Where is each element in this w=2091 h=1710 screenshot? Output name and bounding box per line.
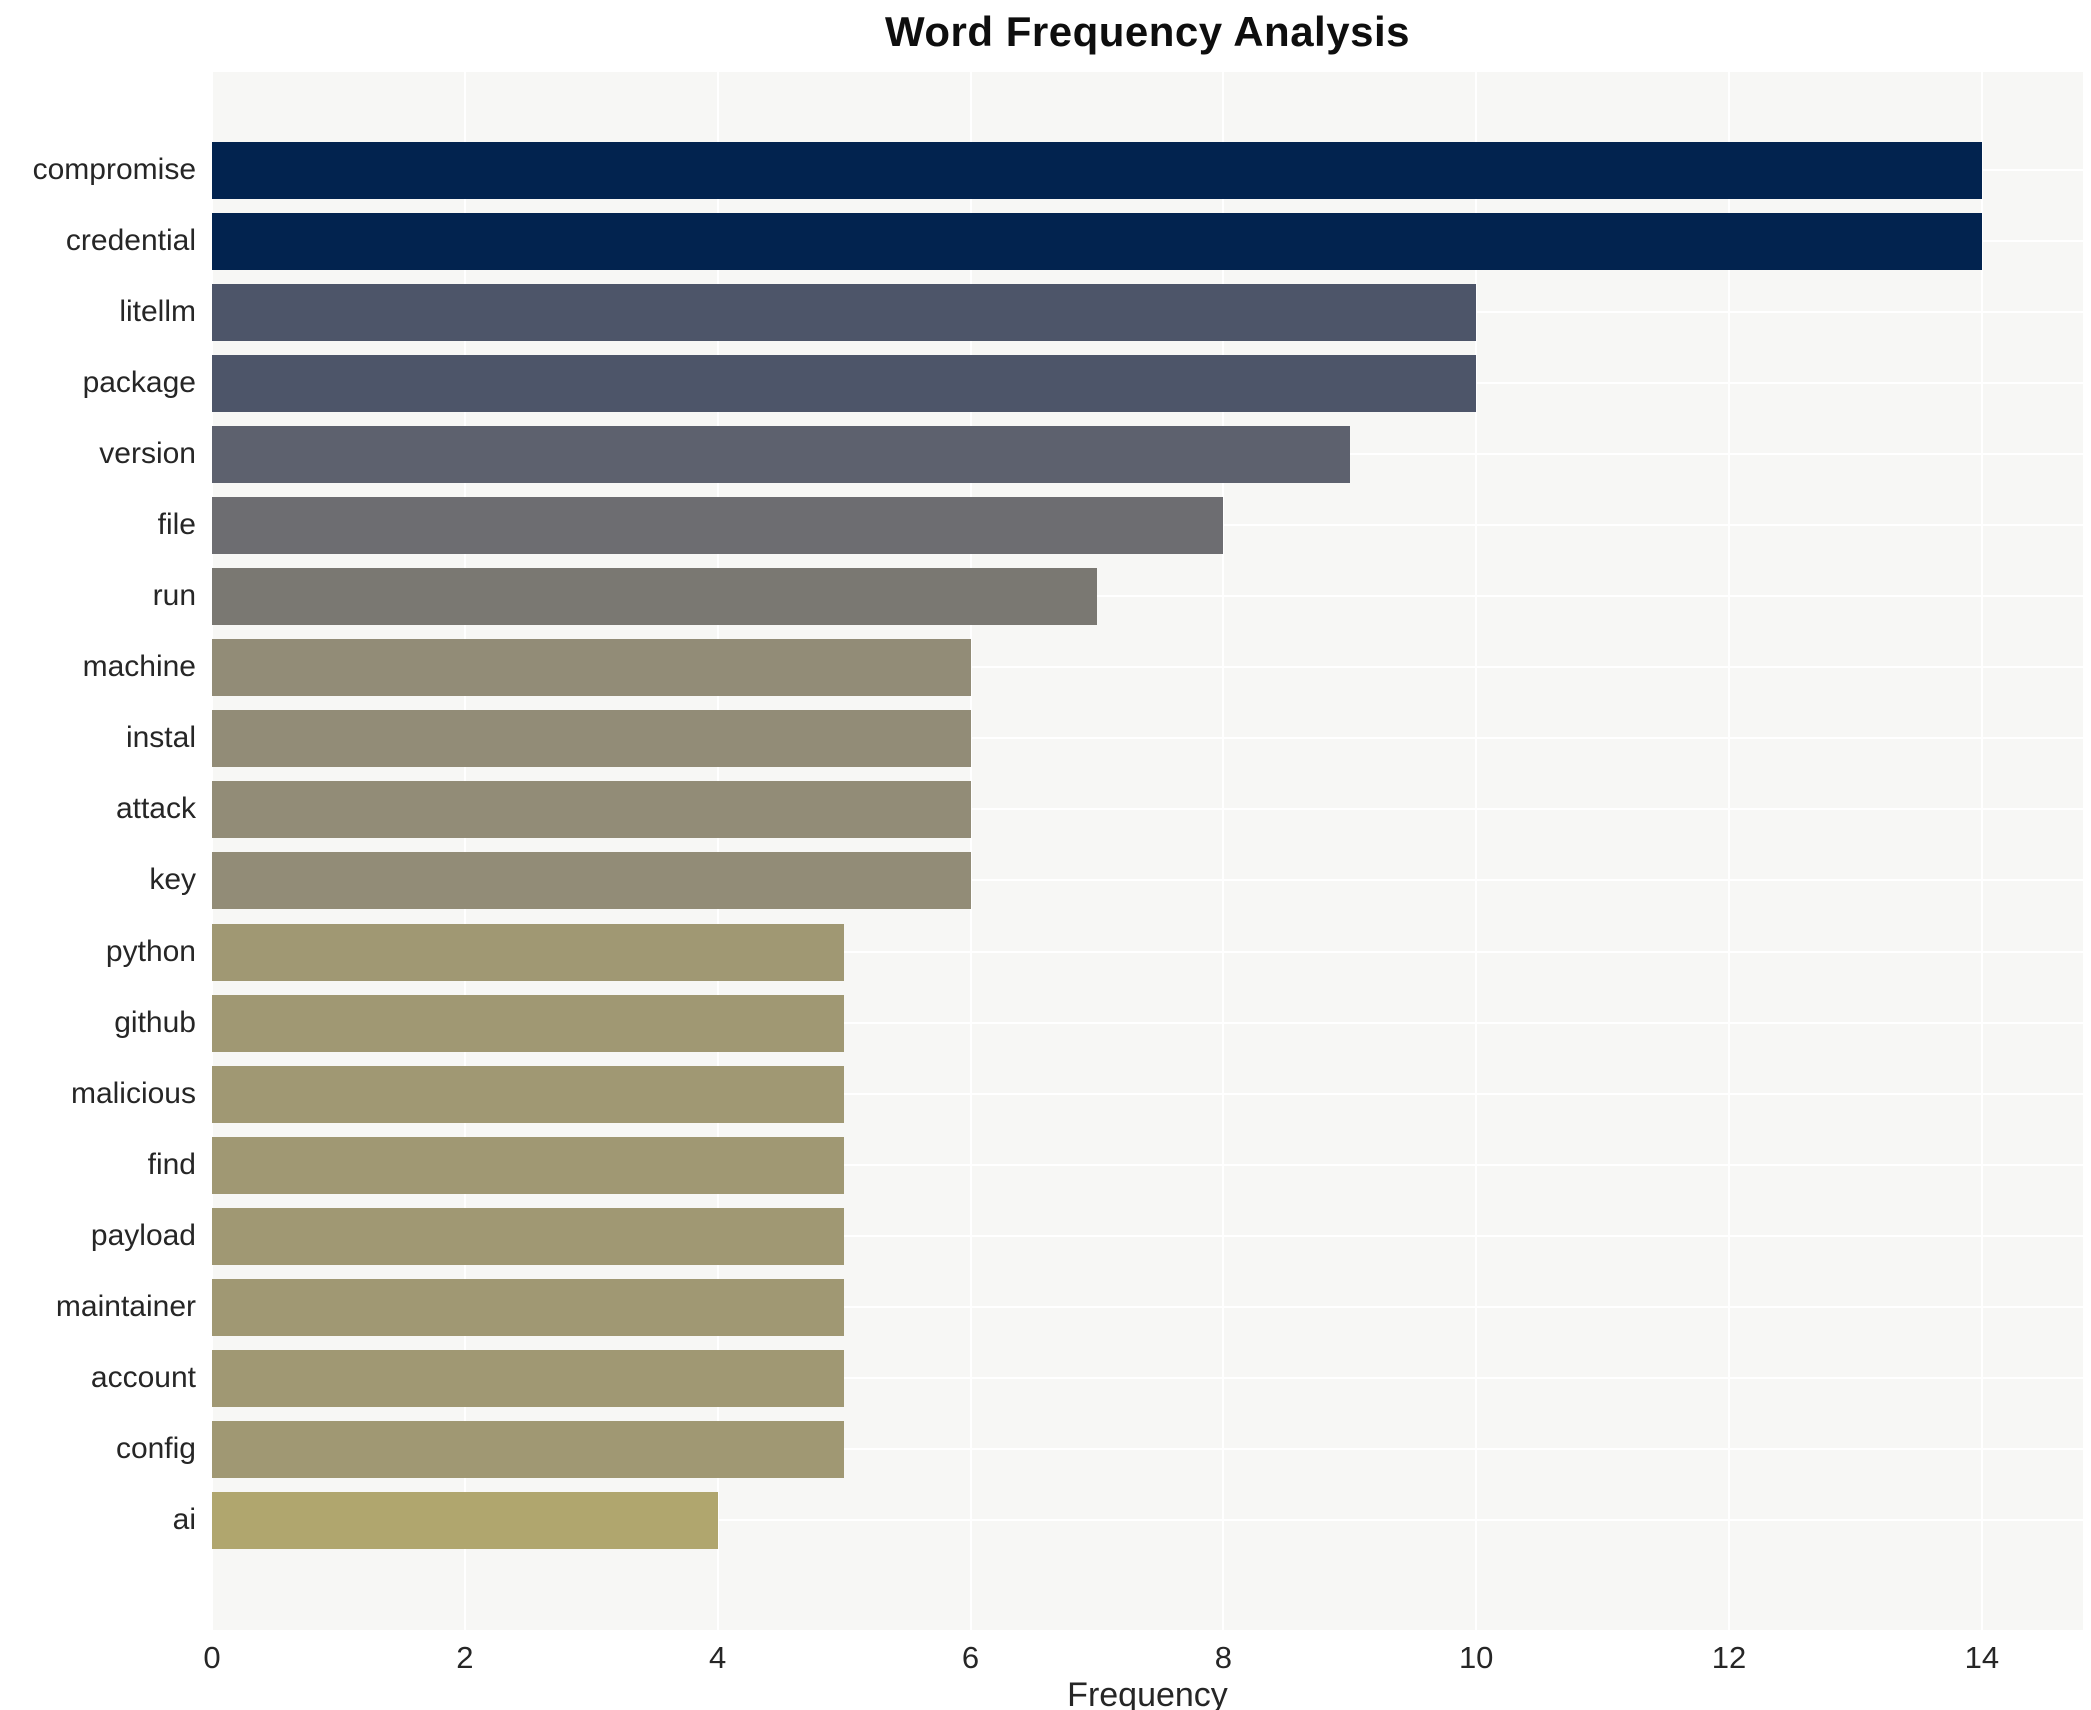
category-label: litellm <box>119 294 196 328</box>
bar-row: credential <box>66 205 2083 276</box>
bar-row: github <box>114 987 2083 1058</box>
gridline-horizontal <box>212 1092 2083 1095</box>
bar <box>212 1279 845 1337</box>
bar <box>212 710 971 768</box>
x-tick-label: 14 <box>1964 1640 2000 1675</box>
gridline-vertical <box>969 72 972 1630</box>
gridline-horizontal <box>212 950 2083 953</box>
gridline-horizontal <box>212 1021 2083 1024</box>
category-label: attack <box>115 792 196 826</box>
x-axis-ticks: 0 2 4 6 8 10 12 14 <box>0 1640 2091 1680</box>
bar <box>212 923 845 981</box>
gridline-horizontal <box>212 1519 2083 1522</box>
bar <box>212 212 1982 270</box>
category-label: malicious <box>70 1076 196 1110</box>
category-label: maintainer <box>55 1290 196 1324</box>
bar-row: payload <box>91 1200 2083 1271</box>
bar-row: compromise <box>33 134 2083 205</box>
bar <box>212 141 1982 199</box>
category-label: find <box>147 1147 196 1181</box>
x-tick-label: 10 <box>1458 1640 1494 1675</box>
category-label: version <box>99 436 196 470</box>
bar-row: config <box>116 1414 2083 1485</box>
bar-row: attack <box>116 774 2083 845</box>
bar <box>212 354 1477 412</box>
gridline-vertical <box>1222 72 1225 1630</box>
x-tick-label: 4 <box>709 1640 727 1675</box>
x-tick-label: 2 <box>456 1640 474 1675</box>
gridline-horizontal <box>212 595 2083 598</box>
bar <box>212 1136 845 1194</box>
bar-rows: compromise credential litellm package versio… <box>33 134 2083 1556</box>
bar-row: maintainer <box>56 1272 2083 1343</box>
category-label: ai <box>172 1503 196 1537</box>
bar <box>212 1065 845 1123</box>
gridline-vertical <box>1728 72 1731 1630</box>
bar <box>212 1492 718 1550</box>
bar-row: find <box>148 1129 2083 1200</box>
gridline-horizontal <box>212 1377 2083 1380</box>
gridline-horizontal <box>212 879 2083 882</box>
bar <box>212 852 971 910</box>
category-label: package <box>82 365 196 399</box>
gridline-vertical <box>716 72 719 1630</box>
category-label: file <box>157 508 196 542</box>
category-label: instal <box>125 721 196 755</box>
bar-row: key <box>149 845 2083 916</box>
bar-row: malicious <box>71 1058 2083 1129</box>
chart-title: Word Frequency Analysis <box>885 8 1410 55</box>
gridline-vertical <box>211 72 213 1630</box>
gridline-horizontal <box>212 1306 2083 1309</box>
plot-area: compromise credential litellm package versio… <box>33 72 2083 1630</box>
category-label: machine <box>82 650 196 684</box>
bar <box>212 568 1097 626</box>
gridline-horizontal <box>212 1448 2083 1451</box>
category-label: config <box>115 1432 196 1466</box>
bar <box>212 1421 845 1479</box>
bar-row: version <box>99 418 2083 489</box>
bar-row: python <box>106 916 2083 987</box>
bar <box>212 994 845 1052</box>
x-tick-label: 0 <box>203 1640 221 1675</box>
bar <box>212 781 971 839</box>
bar <box>212 1207 845 1265</box>
gridline-horizontal <box>212 1234 2083 1237</box>
category-label: credential <box>65 223 196 257</box>
bar-row: package <box>83 347 2083 418</box>
gridline-horizontal <box>212 666 2083 669</box>
gridline-vertical <box>463 72 466 1630</box>
bar-row: run <box>153 561 2083 632</box>
bar-row: account <box>91 1343 2083 1414</box>
gridline-horizontal <box>212 737 2083 740</box>
gridline-vertical <box>1475 72 1478 1630</box>
bar-row: file <box>158 489 2083 560</box>
x-tick-label: 12 <box>1711 1640 1747 1675</box>
bar <box>212 425 1350 483</box>
bar-row: litellm <box>119 276 2083 347</box>
category-label: compromise <box>32 152 196 186</box>
category-label: github <box>114 1005 196 1039</box>
x-tick-label: 6 <box>961 1640 980 1675</box>
bar <box>212 497 1224 555</box>
category-label: account <box>90 1361 196 1395</box>
bar-row: machine <box>83 632 2083 703</box>
bar <box>212 1350 845 1408</box>
x-axis-label: Frequency <box>1067 1676 1228 1710</box>
category-label: python <box>105 934 196 968</box>
bar <box>212 639 971 697</box>
x-tick-label: 8 <box>1214 1640 1232 1675</box>
category-label: payload <box>90 1218 196 1252</box>
bar-row: instal <box>126 703 2083 774</box>
category-label: run <box>152 579 196 613</box>
gridline-horizontal <box>212 808 2083 811</box>
gridline-vertical <box>1980 72 1983 1630</box>
category-label: key <box>149 863 196 897</box>
bar <box>212 283 1477 341</box>
gridline-horizontal <box>212 1163 2083 1166</box>
bar-row: ai <box>173 1485 2083 1556</box>
